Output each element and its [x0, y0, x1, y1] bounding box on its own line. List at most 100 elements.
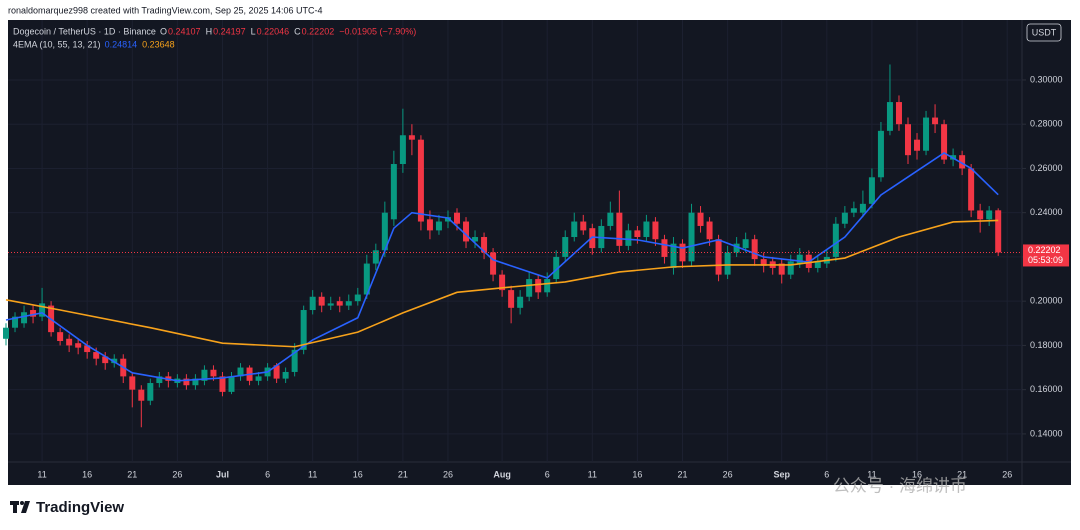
candle-body	[147, 383, 154, 401]
candle-body	[724, 252, 731, 275]
candle-body	[571, 221, 578, 238]
x-tick-label: 26	[443, 469, 453, 479]
candle-body	[634, 230, 641, 238]
candle-body	[526, 279, 533, 297]
candle-body	[562, 237, 569, 257]
y-tick-label: 0.18000	[1030, 340, 1063, 350]
candle-body	[625, 230, 632, 246]
candle-body	[616, 212, 623, 246]
candle-body	[905, 124, 911, 156]
candle-body	[895, 102, 902, 125]
x-tick-label: Sep	[773, 469, 790, 479]
countdown: 05:53:09	[1028, 255, 1063, 265]
candle-body	[968, 168, 975, 211]
candle-body	[111, 358, 118, 364]
symbol-title: Dogecoin / TetherUS · 1D · Binance	[13, 26, 156, 36]
candle-body	[986, 210, 993, 220]
candle-body	[363, 263, 370, 295]
ohlc-key: L	[251, 26, 256, 36]
candle-body	[859, 203, 866, 213]
attribution: ronaldomarquez998 created with TradingVi…	[8, 5, 323, 15]
indicator-name: 4EMA (10, 55, 13, 21)	[13, 39, 101, 49]
candle-body	[490, 252, 497, 275]
candle-body	[652, 221, 659, 240]
x-tick-label: Aug	[493, 469, 511, 479]
candle-body	[3, 327, 9, 339]
candle-body	[481, 237, 488, 253]
ema-line	[5, 152, 999, 382]
candle-body	[914, 139, 921, 151]
ohlc-key: O	[160, 26, 167, 36]
x-tick-label: 16	[353, 469, 363, 479]
candle-body	[580, 221, 587, 231]
candle-body	[661, 239, 668, 257]
x-tick-label: 16	[82, 469, 92, 479]
legend-header: Dogecoin / TetherUS · 1D · Binance O 0.241…	[13, 26, 416, 49]
candle-body	[517, 296, 524, 308]
x-tick-label: 21	[398, 469, 408, 479]
currency-box[interactable]	[1026, 23, 1062, 42]
candle-body	[381, 212, 388, 251]
x-tick-label: 26	[172, 469, 182, 479]
ema-line	[5, 219, 999, 348]
candle-body	[941, 124, 948, 160]
x-tick-label: Jul	[216, 469, 229, 479]
candle-body	[959, 155, 966, 169]
candle-body	[977, 210, 984, 220]
candle-body	[345, 301, 352, 306]
candle-body	[417, 139, 424, 222]
candle-body	[66, 338, 73, 346]
candle-body	[354, 294, 361, 302]
candle-body	[237, 367, 244, 377]
y-tick-label: 0.16000	[1030, 384, 1063, 394]
candle-body	[454, 212, 460, 224]
candle-body	[760, 259, 767, 266]
y-tick-label: 0.24000	[1030, 207, 1063, 217]
candle-body	[868, 177, 875, 204]
candle-body	[706, 221, 713, 240]
footer-logo: TradingView	[36, 499, 124, 516]
current-price-label: 0.22202	[1028, 245, 1061, 255]
candle-body	[643, 221, 650, 238]
candle-body	[39, 303, 46, 317]
candle-body	[499, 274, 506, 291]
candle-body	[435, 221, 442, 231]
candle-body	[832, 223, 839, 257]
watermark: 公众号 · 海绵讲币	[833, 476, 967, 495]
candle-body	[84, 345, 91, 353]
candle-body	[841, 212, 848, 224]
y-tick-label: 0.20000	[1030, 296, 1063, 306]
candle-body	[327, 303, 334, 306]
x-tick-label: 6	[824, 469, 829, 479]
x-tick-label: 16	[912, 469, 922, 479]
candle-body	[995, 210, 1002, 253]
candle-body	[192, 378, 199, 386]
candle-body	[426, 219, 433, 231]
candle-body	[138, 389, 145, 401]
x-tick-label: 11	[308, 469, 317, 479]
y-tick-label: 0.28000	[1030, 119, 1063, 129]
x-tick-label: 6	[265, 469, 270, 479]
candle-body	[472, 237, 479, 242]
candle-body	[156, 376, 163, 384]
x-tick-label: 26	[1002, 469, 1012, 479]
candle-body	[877, 130, 884, 178]
candle-body	[715, 239, 722, 275]
candle-body	[372, 250, 379, 264]
candle-body	[255, 376, 262, 381]
candle-body	[219, 376, 226, 392]
candle-body	[210, 369, 217, 377]
candle-body	[291, 349, 298, 372]
x-tick-label: 21	[127, 469, 137, 479]
ohlc-key: H	[206, 26, 213, 36]
candle-body	[129, 376, 136, 390]
candle-body	[318, 296, 325, 306]
candle-body	[733, 243, 740, 253]
candle-body	[282, 371, 289, 379]
candle-body	[408, 135, 415, 140]
candle-body	[544, 279, 551, 293]
candle-body	[309, 296, 316, 311]
candle-body	[201, 369, 208, 381]
candle-body	[444, 217, 451, 222]
